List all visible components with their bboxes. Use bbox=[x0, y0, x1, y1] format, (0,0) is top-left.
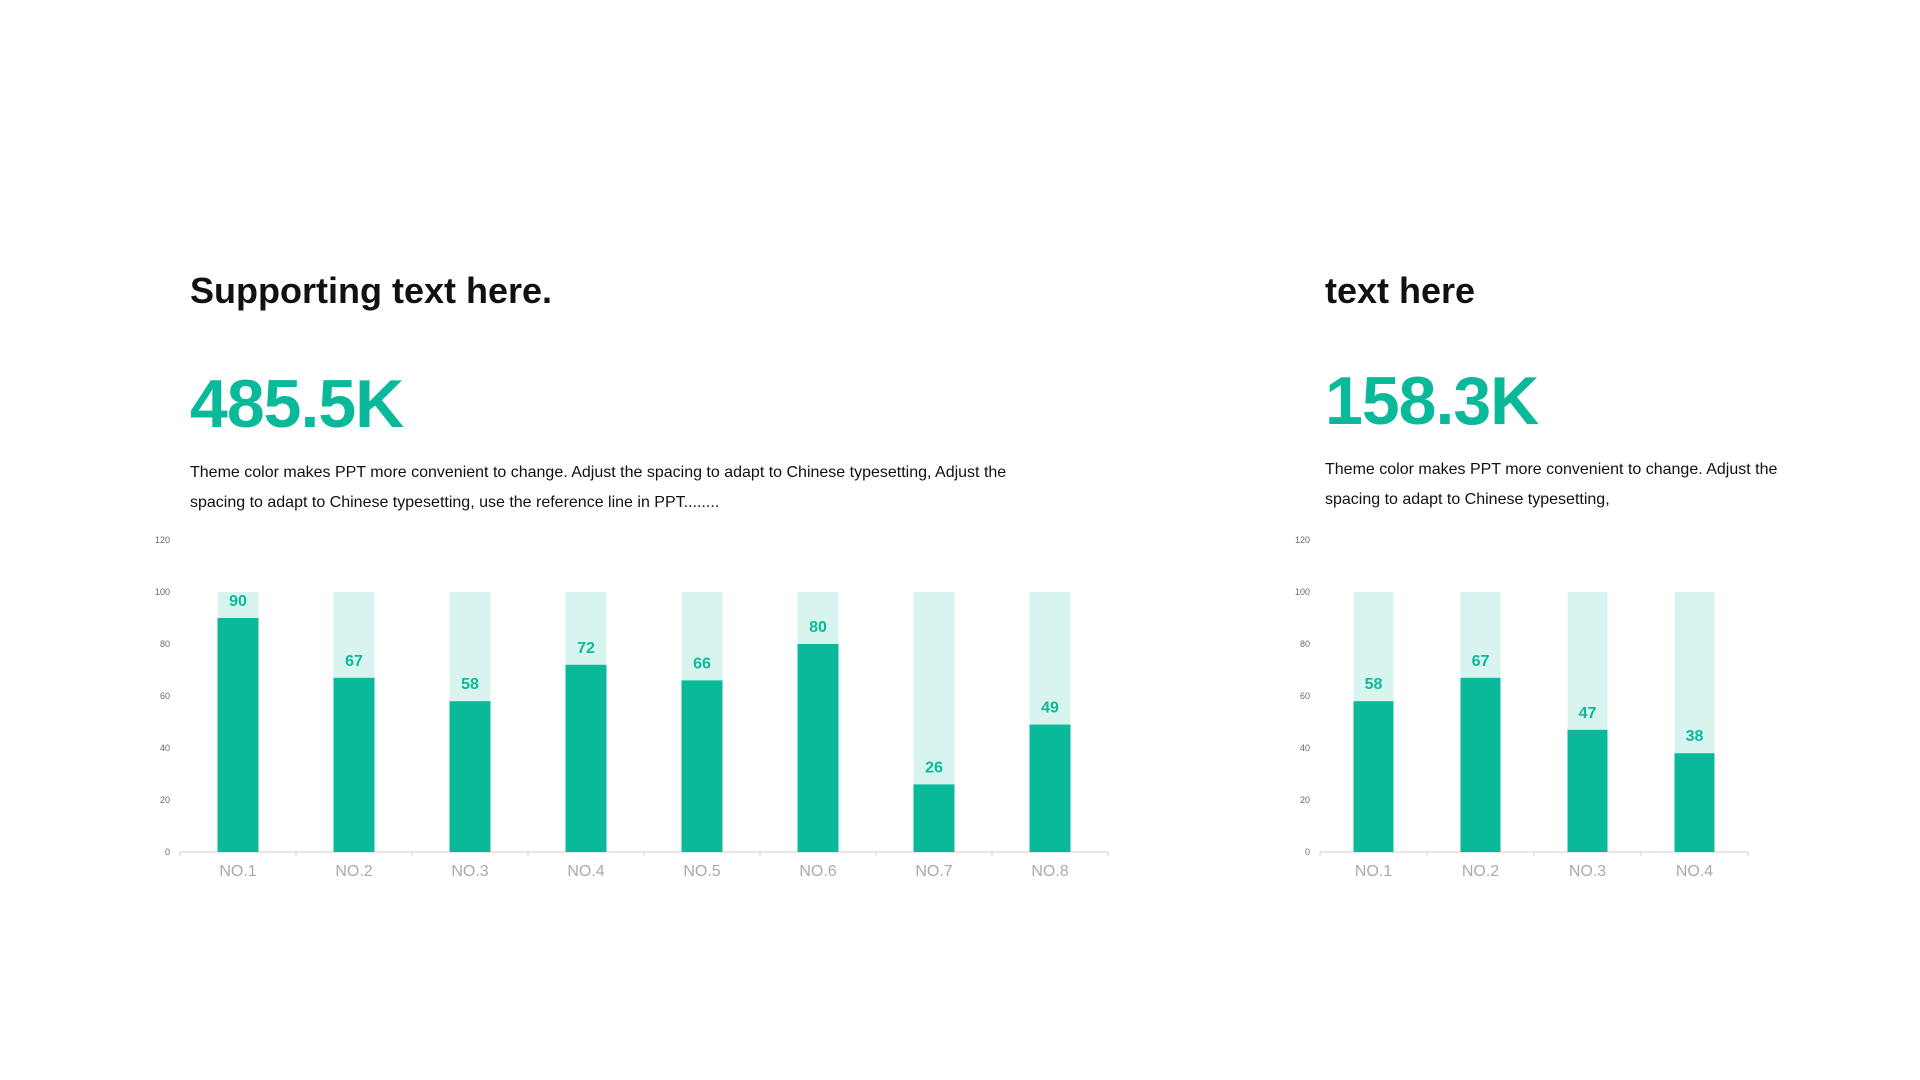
bar bbox=[1460, 677, 1501, 852]
y-tick-label: 40 bbox=[160, 743, 170, 753]
bar bbox=[681, 680, 723, 852]
bar bbox=[1567, 729, 1608, 852]
y-tick-label: 120 bbox=[1295, 535, 1310, 545]
right-bar-chart: 0 20 40 60 80 100 120 58 NO.1 67 NO.2 47 NO.3 38 NO.4 bbox=[1295, 535, 1749, 880]
data-label: 72 bbox=[577, 640, 595, 657]
data-label: 90 bbox=[229, 593, 247, 610]
left-bar-chart: 0 20 40 60 80 100 120 90 NO.1 67 NO.2 58 NO.3 72 NO.4 6… bbox=[155, 535, 1109, 880]
y-tick-label: 120 bbox=[155, 535, 170, 545]
right-big-value: 158.3K bbox=[1325, 363, 1539, 439]
data-label: 38 bbox=[1686, 728, 1704, 745]
bar bbox=[797, 644, 839, 852]
data-label: 58 bbox=[461, 676, 479, 693]
y-tick-label: 0 bbox=[165, 847, 170, 857]
y-tick-label: 60 bbox=[160, 691, 170, 701]
y-tick-label: 100 bbox=[155, 587, 170, 597]
data-label: 67 bbox=[345, 653, 363, 670]
y-tick-label: 20 bbox=[1300, 795, 1310, 805]
data-label: 26 bbox=[925, 759, 943, 776]
category-label: NO.6 bbox=[799, 863, 836, 880]
bar bbox=[217, 618, 259, 852]
bar bbox=[1029, 724, 1071, 852]
y-tick-label: 40 bbox=[1300, 743, 1310, 753]
y-tick-label: 20 bbox=[160, 795, 170, 805]
bar bbox=[565, 664, 607, 852]
y-tick-label: 60 bbox=[1300, 691, 1310, 701]
left-panel: Supporting text here. 485.5K Theme color… bbox=[155, 270, 1109, 880]
category-label: NO.5 bbox=[683, 863, 720, 880]
left-heading: Supporting text here. bbox=[190, 270, 553, 311]
bar bbox=[333, 677, 375, 852]
data-label: 49 bbox=[1041, 700, 1059, 717]
right-heading: text here bbox=[1325, 270, 1476, 311]
data-label: 58 bbox=[1365, 676, 1383, 693]
category-label: NO.2 bbox=[335, 863, 372, 880]
category-label: NO.1 bbox=[1355, 863, 1392, 880]
y-tick-label: 0 bbox=[1305, 847, 1310, 857]
bar bbox=[913, 784, 955, 852]
data-label: 80 bbox=[809, 619, 827, 636]
category-label: NO.1 bbox=[219, 863, 256, 880]
category-label: NO.4 bbox=[1676, 863, 1713, 880]
bar bbox=[1353, 701, 1394, 852]
category-label: NO.4 bbox=[567, 863, 604, 880]
bar bbox=[449, 701, 491, 852]
right-panel: text here 158.3K Theme color makes PPT m… bbox=[1150, 0, 1920, 1080]
y-tick-label: 80 bbox=[160, 639, 170, 649]
category-label: NO.8 bbox=[1031, 863, 1068, 880]
bar bbox=[1674, 753, 1715, 852]
data-label: 47 bbox=[1579, 705, 1597, 722]
data-label: 66 bbox=[693, 655, 711, 672]
left-description: Theme color makes PPT more convenient to… bbox=[190, 464, 1007, 511]
left-big-value: 485.5K bbox=[190, 366, 404, 442]
category-label: NO.7 bbox=[915, 863, 952, 880]
right-description: Theme color makes PPT more convenient to… bbox=[1325, 461, 1778, 508]
category-label: NO.3 bbox=[1569, 863, 1606, 880]
category-label: NO.3 bbox=[451, 863, 488, 880]
y-tick-label: 100 bbox=[1295, 587, 1310, 597]
y-tick-label: 80 bbox=[1300, 639, 1310, 649]
data-label: 67 bbox=[1472, 653, 1490, 670]
category-label: NO.2 bbox=[1462, 863, 1499, 880]
